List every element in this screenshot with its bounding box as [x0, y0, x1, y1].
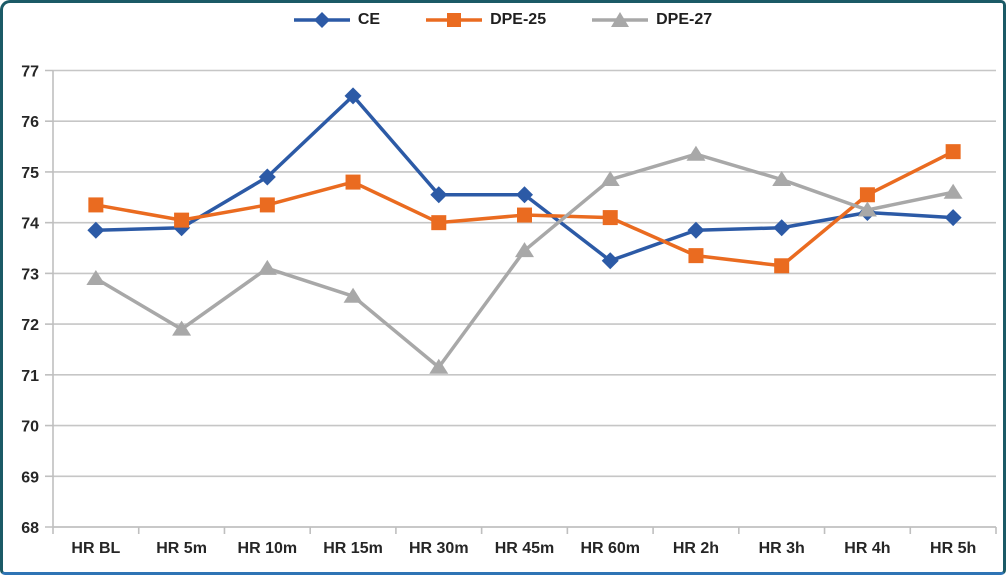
- marker-ce-10: [944, 209, 962, 227]
- marker-ce-2: [258, 168, 276, 186]
- legend-item-ce: CE: [293, 10, 381, 30]
- marker-ce-7: [687, 221, 705, 239]
- marker-dpe-25-5: [517, 207, 532, 223]
- marker-dpe-27-7: [686, 145, 706, 161]
- marker-dpe-27-3: [343, 287, 363, 303]
- marker-dpe-25-7: [688, 248, 704, 264]
- marker-ce-0: [87, 221, 105, 239]
- x-tick-label: HR 30m: [409, 540, 469, 557]
- y-tick-label: 71: [21, 368, 39, 385]
- chart-legend: CE DPE-25 DPE-27: [3, 10, 1003, 30]
- marker-ce-4: [430, 186, 448, 204]
- line-chart-plot: 77 76 75 74 73 72 71 70 69 68 HR BL HR 5m HR 10m HR 1…: [21, 64, 997, 557]
- x-tick-label: HR 45m: [495, 540, 555, 557]
- x-tick-label: HR 3h: [759, 540, 805, 557]
- x-tick-label: HR 60m: [580, 540, 640, 557]
- marker-dpe-25-2: [259, 197, 275, 213]
- marker-ce-3: [344, 87, 362, 105]
- x-tick-label: HR 4h: [844, 540, 890, 557]
- legend-item-dpe-27: DPE-27: [592, 10, 712, 30]
- x-tick-label: HR 5m: [156, 540, 207, 557]
- marker-ce-8: [773, 219, 791, 237]
- marker-dpe-27-0: [86, 269, 106, 285]
- marker-dpe-25-1: [174, 212, 190, 228]
- square-marker-icon: [426, 13, 483, 27]
- x-tick-label: HR BL: [71, 540, 120, 557]
- marker-dpe-25-0: [88, 197, 104, 213]
- y-tick-label: 72: [21, 317, 39, 334]
- series-line-dpe-27: [94, 152, 954, 369]
- marker-dpe-27-6: [600, 171, 620, 187]
- legend-label: CE: [357, 11, 381, 28]
- marker-dpe-25-3: [345, 174, 361, 190]
- y-tick-label: 69: [21, 469, 39, 486]
- x-tick-label: HR 5h: [930, 540, 976, 557]
- y-tick-label: 75: [21, 165, 39, 182]
- x-tick-label: HR 15m: [323, 540, 383, 557]
- marker-dpe-27-1: [172, 320, 192, 336]
- diamond-marker-icon: [293, 12, 350, 28]
- legend-label: DPE-25: [490, 11, 547, 28]
- marker-dpe-25-6: [602, 210, 618, 226]
- x-tick-label: HR 2h: [673, 540, 719, 557]
- y-tick-label: 77: [21, 64, 39, 81]
- marker-dpe-27-5: [515, 242, 534, 258]
- marker-dpe-27-4: [429, 358, 449, 374]
- marker-dpe-27-2: [257, 259, 277, 275]
- marker-dpe-27-10: [943, 183, 963, 199]
- x-tick-label: HR 10m: [238, 540, 298, 557]
- legend-item-dpe-25: DPE-25: [426, 10, 546, 30]
- y-tick-label: 73: [21, 266, 39, 283]
- marker-dpe-25-8: [774, 258, 790, 274]
- marker-dpe-27-9: [857, 201, 877, 217]
- marker-dpe-25-10: [945, 144, 961, 160]
- y-tick-label: 68: [21, 520, 39, 537]
- legend-label: DPE-27: [656, 11, 713, 28]
- marker-dpe-27-8: [772, 171, 792, 187]
- marker-ce-5: [516, 186, 533, 204]
- y-tick-label: 70: [21, 419, 39, 436]
- marker-ce-6: [601, 252, 619, 270]
- y-tick-label: 74: [21, 216, 39, 233]
- marker-dpe-25-4: [431, 215, 447, 231]
- triangle-marker-icon: [592, 12, 649, 27]
- marker-dpe-25-9: [859, 187, 875, 203]
- y-tick-label: 76: [21, 114, 39, 131]
